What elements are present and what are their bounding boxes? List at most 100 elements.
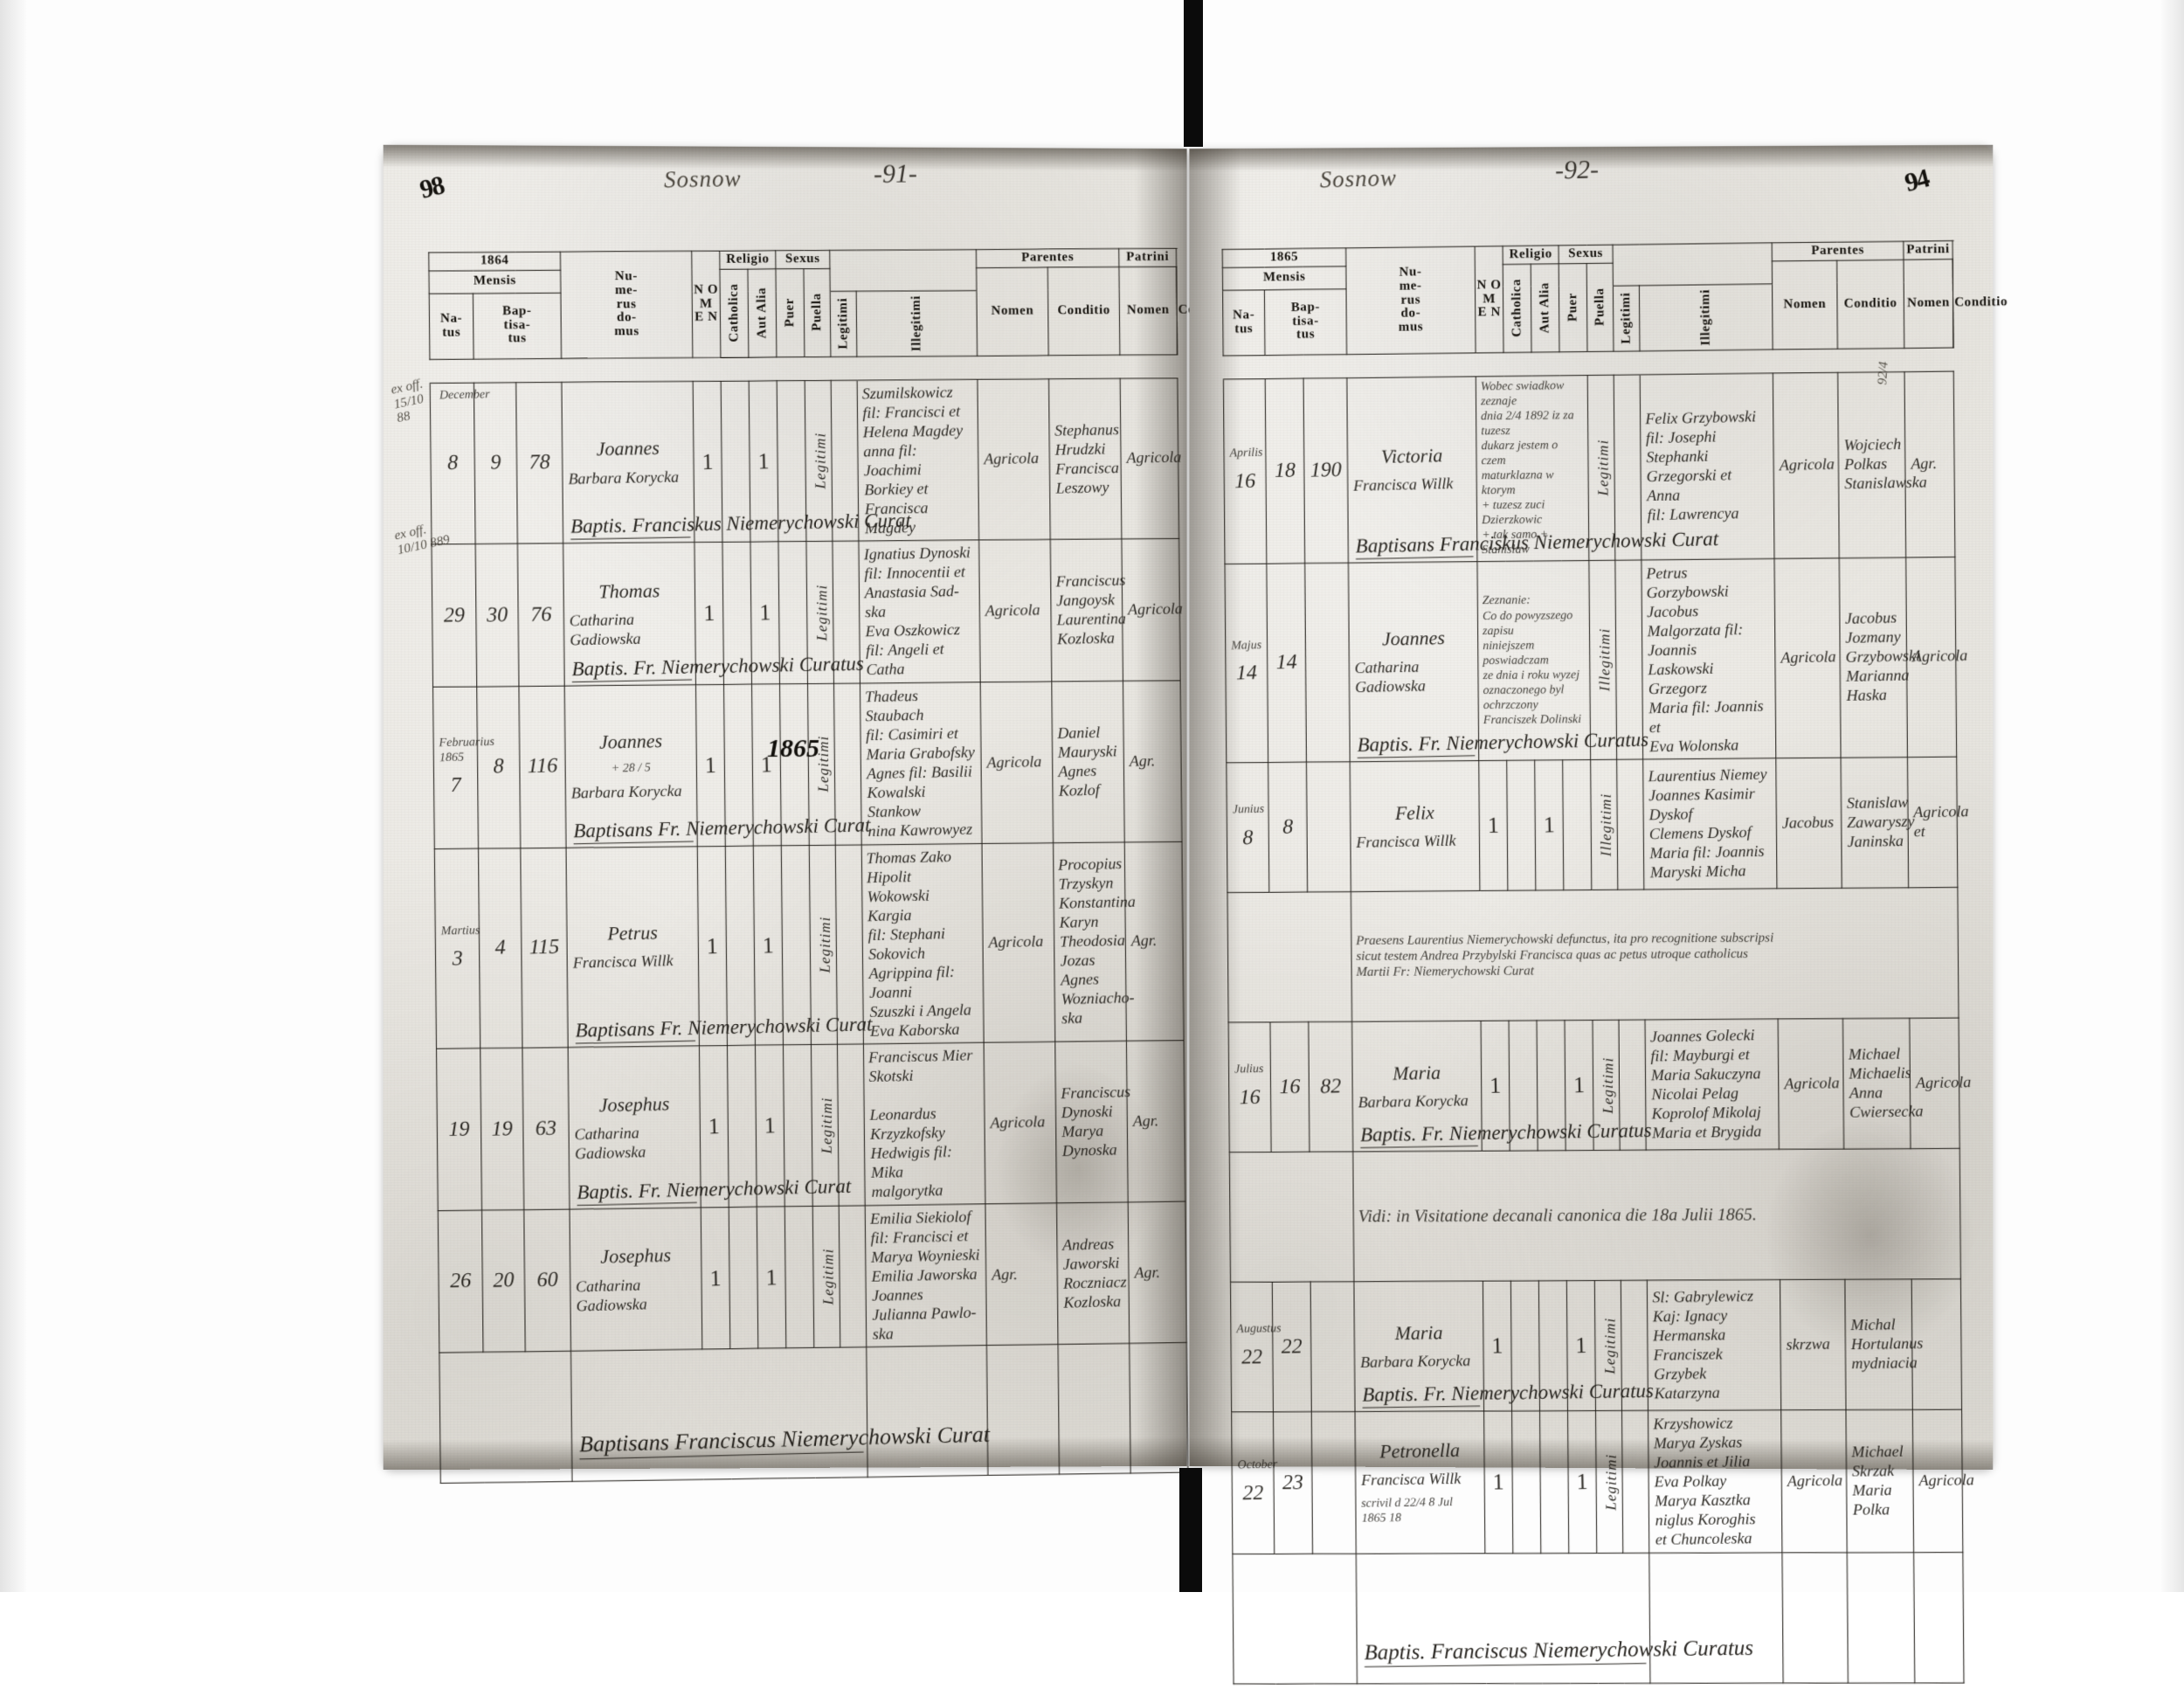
cell-nomen: Felix bbox=[1394, 801, 1435, 825]
header-parentes-right: Parentes bbox=[1772, 241, 1904, 261]
page-edge-shadow-top bbox=[383, 144, 1187, 172]
register-body-right: Aprilis 16 18 190 Victoria Francisca Wil… bbox=[1223, 370, 1975, 1684]
cell-patrini-nomen: Stephanus Hrudzki Francisca Leszowy bbox=[1054, 419, 1120, 496]
cell-catholica: 1 bbox=[706, 932, 719, 959]
header-catholica-right: Catholica bbox=[1503, 263, 1532, 353]
cell-patrini-conditio: Agr. bbox=[1132, 1111, 1159, 1130]
binding-strip-bottom bbox=[1179, 1468, 1202, 1592]
cell-parentes-nomen: Szumilskowicz fil: Francisci et Helena M… bbox=[861, 383, 964, 536]
cell-parentes-nomen: Petrus Gorzybowski Jacobus Malgorzata fi… bbox=[1646, 563, 1764, 755]
cell-parentes-nomen: Franciscus Mier Skotski Leonardus Krzyzk… bbox=[867, 1046, 973, 1201]
cell-numerus bbox=[1311, 1343, 1354, 1351]
header-puer-left: Puer bbox=[775, 268, 805, 357]
cell-parentes-conditio: Agricola bbox=[986, 751, 1042, 772]
header-numerus-domus-right: Nu- me- rus do- mus bbox=[1345, 246, 1476, 355]
header-year-left: 1864 bbox=[428, 252, 561, 271]
cell-mensis: Martius bbox=[440, 924, 480, 938]
register-header-right: 1865 Nu- me- rus do- mus N O M E N Relig… bbox=[1222, 240, 2008, 379]
cell-numerus: 63 bbox=[535, 1116, 557, 1140]
cell-nomen-fraction: + 28 / 5 bbox=[611, 760, 651, 775]
register-footer-row: Baptis. Franciscus Niemerychowski Curatu… bbox=[1232, 1552, 1965, 1684]
register-row[interactable]: 26 20 60 Josephus Catharina Gadiowska 1 … bbox=[438, 1201, 1187, 1353]
register-row[interactable]: October 22 23 Petronella Francisca Willk… bbox=[1231, 1409, 1975, 1554]
cell-parentes-nomen: Ignatius Dynoski fil: Innocentii et Anas… bbox=[863, 543, 971, 679]
register-row[interactable]: 8 December 9 78 Joannes Barbara Korycka … bbox=[430, 377, 1181, 545]
register-note-row[interactable]: Vidi: in Visitatione decanali canonica d… bbox=[1229, 1148, 1961, 1283]
header-religio-right: Religio bbox=[1503, 245, 1559, 265]
register-row[interactable]: Aprilis 16 18 190 Victoria Francisca Wil… bbox=[1223, 370, 1955, 564]
register-note-row[interactable]: Praesens Laurentius Niemerychowski defun… bbox=[1227, 887, 1959, 1023]
header-parentes-conditio-right: Conditio bbox=[1836, 259, 1904, 349]
cell-patrini-conditio: Agr. bbox=[1134, 1263, 1161, 1281]
register-body-left: 8 December 9 78 Joannes Barbara Korycka … bbox=[430, 377, 1188, 1484]
header-parentes-left: Parentes bbox=[976, 248, 1119, 268]
cell-numerus bbox=[1307, 823, 1350, 831]
cell-puella bbox=[783, 941, 810, 949]
cell-nomen: Petrus bbox=[607, 921, 659, 945]
cell-mensis: Februarius 1865 bbox=[439, 735, 495, 765]
cell-parentes-conditio: Agricola bbox=[985, 600, 1040, 620]
register-page-left: 98 Sosnow -91- 1865 ex off. 15/10 88 ex … bbox=[383, 144, 1231, 1484]
cell-natus: 22 bbox=[1241, 1346, 1263, 1369]
cell-aut-alia bbox=[729, 1274, 757, 1282]
register-row[interactable]: Julius 16 16 82 Maria Barbara Korycka Ba… bbox=[1228, 1017, 1972, 1153]
register-row[interactable]: Junius 8 8 Felix Francisca Willk 1 1 Ill… bbox=[1226, 757, 1969, 893]
register-row[interactable]: Februarius 1865 7 8 116 Joannes + 28 / 5… bbox=[432, 680, 1182, 849]
cell-patrini-conditio: Agr. bbox=[1129, 751, 1156, 770]
cell-mother: Francisca Willk bbox=[572, 952, 674, 973]
cell-nomen: Joannes bbox=[1381, 626, 1446, 650]
cell-parentes-conditio: Agricola bbox=[1787, 1471, 1843, 1490]
cell-aut-alia bbox=[727, 942, 754, 950]
cell-baptisatus: 4 bbox=[494, 936, 507, 959]
archive-stamp-right: 94 bbox=[1902, 163, 1932, 198]
cell-catholica: 1 bbox=[1491, 1333, 1503, 1359]
cell-mensis: Julius bbox=[1234, 1063, 1264, 1077]
header-parentes-conditio-left: Conditio bbox=[1047, 267, 1120, 356]
header-nomen-right: N O M E N bbox=[1475, 246, 1504, 353]
cell-patrini-conditio: Agr. bbox=[1130, 931, 1158, 950]
cell-mother: Francisca Willk bbox=[1360, 1470, 1462, 1490]
cell-signature: Baptis. Fr. Niemerychowski Curatus bbox=[1359, 1119, 1652, 1149]
register-table-right: 1865 Nu- me- rus do- mus N O M E N Relig… bbox=[1222, 240, 2008, 1684]
cell-aut-alia bbox=[722, 458, 749, 466]
cell-baptisatus: 8 bbox=[493, 755, 505, 779]
cell-natus: 22 bbox=[1242, 1481, 1264, 1506]
cell-signature: Baptis. Fr. Niemerychowski Curatus bbox=[571, 653, 864, 682]
header-patrini-left: Patrini bbox=[1118, 248, 1177, 267]
cell-signature: Baptis. Franciskus Niemerychowski Curat bbox=[570, 509, 911, 541]
register-row[interactable]: Augustus 22 22 Maria Barbara Korycka Bap… bbox=[1230, 1278, 1962, 1413]
cell-aut-alia bbox=[1511, 1342, 1538, 1349]
cell-catholica: 1 bbox=[1492, 1469, 1505, 1495]
cell-puer: 1 bbox=[764, 1112, 777, 1139]
cell-nomen: Josephus bbox=[598, 1092, 670, 1117]
header-parentes-nomen-right: Nomen bbox=[1772, 260, 1838, 350]
cell-numerus: 82 bbox=[1320, 1075, 1342, 1098]
cell-puella: 1 bbox=[1575, 1333, 1587, 1359]
register-row[interactable]: 29 30 76 Thomas Catharina Gadiowska Bapt… bbox=[431, 538, 1183, 688]
cell-mother: Francisca Willk bbox=[1353, 474, 1454, 495]
cell-natus: 14 bbox=[1235, 661, 1258, 685]
header-patrini-right: Patrini bbox=[1903, 240, 1953, 260]
cell-patrini-conditio: Agricola bbox=[1918, 1471, 1975, 1490]
header-illegitimi-left: Illegitimi bbox=[856, 290, 978, 356]
cell-nomen: Josephus bbox=[599, 1243, 672, 1268]
cell-signature: Baptisans Fr. Niemerychowski Curat bbox=[575, 1013, 873, 1044]
cell-mother: Catharina Gadiowska bbox=[1354, 658, 1427, 696]
cell-aut-alia bbox=[729, 1122, 756, 1130]
header-puer-right: Puer bbox=[1559, 263, 1588, 352]
cell-patrini-nomen: Wojciech Polkas Stanislawska bbox=[1843, 434, 1928, 493]
cell-catholica: 1 bbox=[704, 751, 717, 779]
register-page-right: Sosnow -92- 94 92/4 1865 Nu- me- rus do-… bbox=[1189, 144, 2008, 1684]
header-legitimi-right: Legitimi bbox=[1613, 285, 1641, 351]
cell-patrini-conditio: Agricola bbox=[1915, 1073, 1972, 1092]
header-sexus-left: Sexus bbox=[775, 250, 830, 269]
register-row[interactable]: 19 19 63 Josephus Catharina Gadiowska Ba… bbox=[436, 1040, 1185, 1211]
header-nomen-left: N O M E N bbox=[691, 251, 721, 357]
cell-mother: Barbara Korycka bbox=[570, 781, 682, 802]
margin-note-right-1: 92/4 bbox=[1875, 361, 1891, 386]
cell-visitation-note: Vidi: in Visitatione decanali canonica d… bbox=[1358, 1204, 1757, 1227]
register-row[interactable]: Majus 14 14 Joannes Catharina Gadiowska … bbox=[1225, 556, 1968, 763]
register-row[interactable]: Martius 3 4 115 Petrus Francisca Willk B… bbox=[434, 841, 1185, 1049]
cell-mother: Barbara Korycka bbox=[1358, 1091, 1469, 1111]
cell-mensis: Aprilis bbox=[1229, 446, 1263, 460]
